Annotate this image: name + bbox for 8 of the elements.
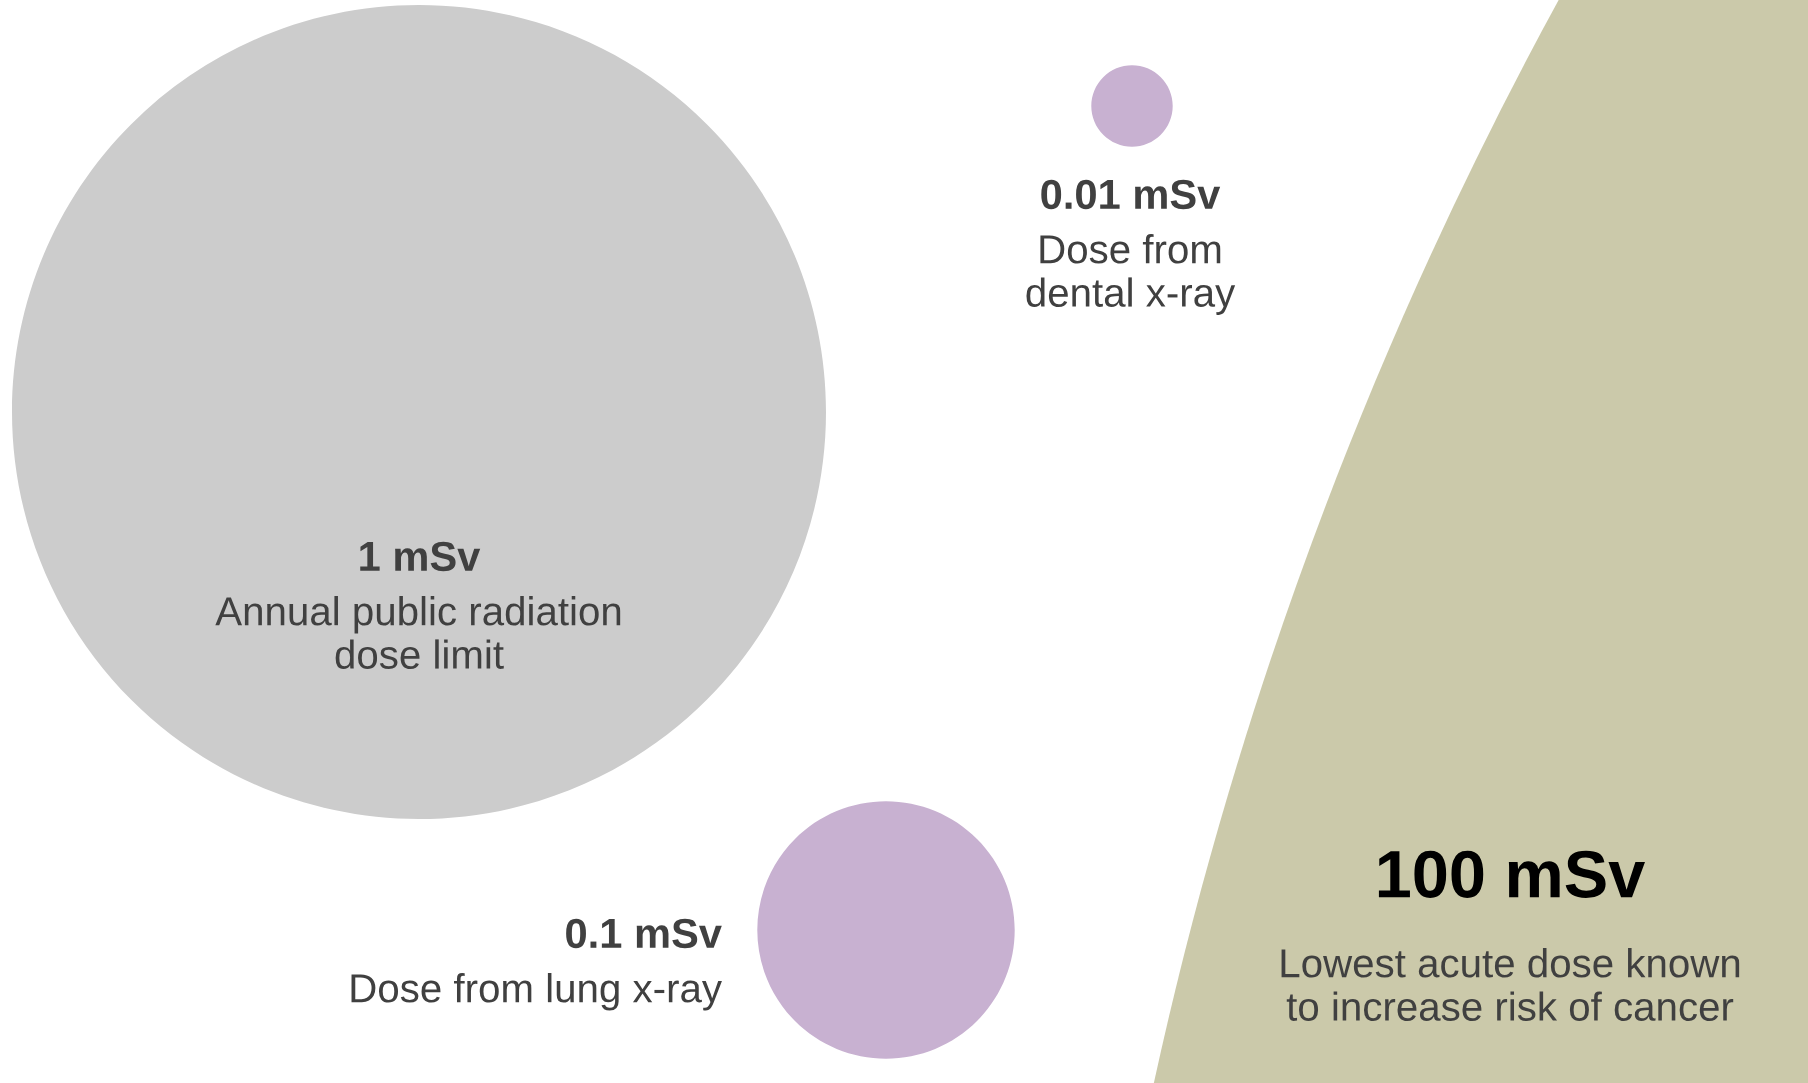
category-label: Annual public radiation dose limit <box>215 596 621 669</box>
category-label: Dose from dental x-ray <box>1026 234 1236 315</box>
category-label: Dose from lung x-ray <box>351 973 722 1011</box>
data-label: 1 mSv <box>360 541 481 572</box>
category-label: Lowest acute dose known to increase risk of cancer <box>1281 948 1740 1021</box>
data-label: 0.1 mSv <box>566 918 722 949</box>
data-label: 0.01 mSv <box>1041 179 1221 210</box>
data-label: 100 mSv <box>1378 850 1645 898</box>
